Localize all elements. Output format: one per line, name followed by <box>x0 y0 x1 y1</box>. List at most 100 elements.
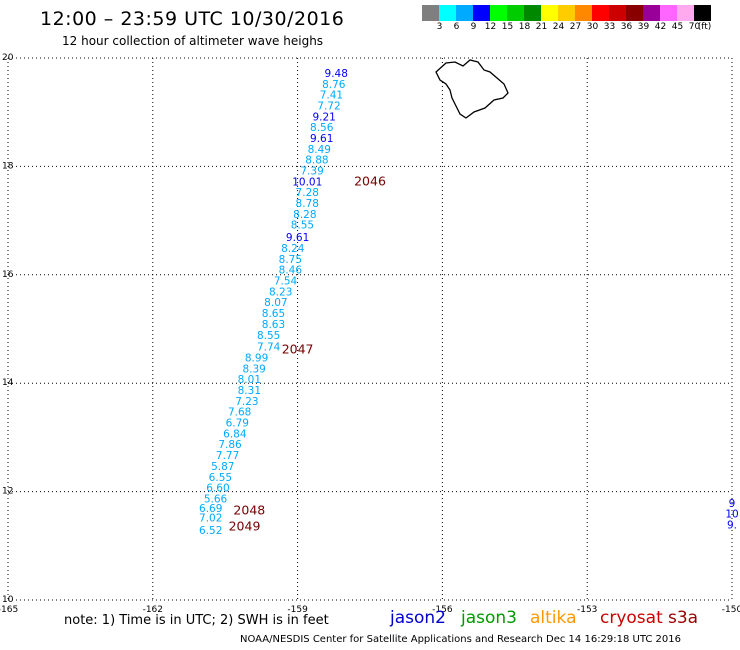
color-swatch <box>643 5 660 21</box>
swh-value: 7.74 <box>257 342 281 354</box>
swh-value: 7.28 <box>296 187 319 199</box>
swh-value: 7.02 <box>199 512 222 524</box>
swh-value: 6.84 <box>223 428 247 440</box>
x-tick-label: -159 <box>287 605 308 615</box>
swh-value: 7.86 <box>218 439 242 451</box>
swh-value: 8.46 <box>279 265 303 277</box>
swh-value: 7.72 <box>317 100 340 112</box>
swh-value: 8.75 <box>279 254 302 266</box>
swh-value: 9.21 <box>312 111 335 123</box>
color-swatch <box>490 5 507 21</box>
swh-value: 5.87 <box>211 461 234 473</box>
swh-value-labels: 9.488.767.417.729.218.569.618.498.887.39… <box>199 68 739 537</box>
swh-value: 8.39 <box>242 363 265 375</box>
swh-value: 8.88 <box>305 155 328 167</box>
swh-value: 8.76 <box>322 79 346 91</box>
swh-value: 8.65 <box>262 308 285 320</box>
satellite-name-altika: altika <box>530 608 577 628</box>
swh-value: 10.01 <box>292 176 322 188</box>
swh-value: 9 <box>729 498 736 510</box>
hawaii-island <box>435 59 509 119</box>
swh-value: 8.63 <box>262 319 285 331</box>
color-scale-label: 39 <box>637 22 650 32</box>
swh-value: 9.61 <box>310 133 333 145</box>
swh-value: 8.55 <box>291 220 314 232</box>
axis-tick-labels: -165 -162 -159 -156 -153 -150 20 18 16 14 12 10 <box>0 53 740 615</box>
track-number: 2048 <box>233 502 265 517</box>
swh-value: 5.66 <box>204 493 228 505</box>
swh-value: 8.55 <box>257 330 280 342</box>
swh-value: 8.49 <box>308 144 331 156</box>
color-swatch <box>541 5 558 21</box>
swh-value: 6.79 <box>226 418 249 430</box>
y-tick-label: 10 <box>2 595 14 605</box>
y-tick-label: 18 <box>2 161 14 171</box>
swh-value: 7.77 <box>216 450 239 462</box>
color-swatch <box>609 5 626 21</box>
swh-value: 6.55 <box>209 472 232 484</box>
swh-value: 7.23 <box>235 396 258 408</box>
swh-value: 9.61 <box>286 232 309 244</box>
swh-value: 6.52 <box>199 525 222 537</box>
swh-value: 7.68 <box>228 407 251 419</box>
color-swatch <box>473 5 490 21</box>
satellite-name-jason2: jason2 <box>390 608 446 628</box>
y-tick-label: 16 <box>2 270 14 280</box>
swh-value: 7.39 <box>300 166 323 178</box>
swh-value: 6.69 <box>199 503 222 515</box>
swh-value: 8.28 <box>293 209 316 221</box>
x-tick-label: -153 <box>577 605 597 615</box>
credit-line: NOAA/NESDIS Center for Satellite Applica… <box>240 634 682 645</box>
swh-value: 9. <box>727 519 737 531</box>
track-number: 2046 <box>354 173 386 188</box>
color-swatch <box>439 5 456 21</box>
satellite-name-cryosat: cryosat <box>600 608 663 628</box>
color-scale-label: 6 <box>453 22 460 32</box>
color-scale-label: 18 <box>518 22 531 32</box>
footnote: note: 1) Time is in UTC; 2) SWH is in fe… <box>64 613 329 628</box>
color-swatch <box>660 5 677 21</box>
swh-value: 8.56 <box>310 122 334 134</box>
swh-value: 8.01 <box>238 374 261 386</box>
swh-value: 8.99 <box>245 353 268 365</box>
map-grid <box>7 57 733 601</box>
color-swatch <box>524 5 541 21</box>
color-scale-label: 42 <box>654 22 667 32</box>
track-number-labels: 2046 2047 2048 2049 <box>229 173 386 533</box>
color-scale-label: 27 <box>569 22 582 32</box>
swh-value: 8.07 <box>264 297 287 309</box>
color-swatch <box>626 5 643 21</box>
y-tick-label: 20 <box>2 53 14 63</box>
color-scale-label: 24 <box>552 22 565 32</box>
swh-value: 6.60 <box>206 483 229 495</box>
x-tick-label: -156 <box>432 605 453 615</box>
y-tick-label: 14 <box>2 378 14 388</box>
color-scale-label: 3 <box>436 22 443 32</box>
color-swatch <box>422 5 439 21</box>
color-scale-bar <box>422 5 711 21</box>
swh-value: 7.41 <box>320 90 343 102</box>
color-swatch <box>575 5 592 21</box>
color-scale-label: 12 <box>484 22 497 32</box>
x-tick-label: -150 <box>722 605 740 615</box>
color-scale-label: 70 <box>688 22 701 32</box>
color-swatch <box>456 5 473 21</box>
satellite-name-s3a: s3a <box>668 608 699 628</box>
color-scale-label: 45 <box>671 22 684 32</box>
swh-value: 9.48 <box>325 68 348 80</box>
color-scale-unit: (ft) <box>697 22 712 32</box>
y-tick-label: 12 <box>2 487 13 497</box>
color-scale-label: 33 <box>603 22 616 32</box>
satellite-name-jason3: jason3 <box>461 608 517 628</box>
color-swatch <box>592 5 609 21</box>
color-swatch <box>677 5 694 21</box>
swh-value: 8.31 <box>238 385 261 397</box>
color-scale-label: 30 <box>586 22 599 32</box>
map-subtitle: 12 hour collection of altimeter wave hei… <box>62 34 324 48</box>
swh-value: 8.23 <box>269 286 292 298</box>
x-tick-label: -162 <box>143 605 163 615</box>
color-swatch <box>507 5 524 21</box>
color-scale-label: 9 <box>470 22 477 32</box>
swh-value: 10 <box>725 509 738 521</box>
